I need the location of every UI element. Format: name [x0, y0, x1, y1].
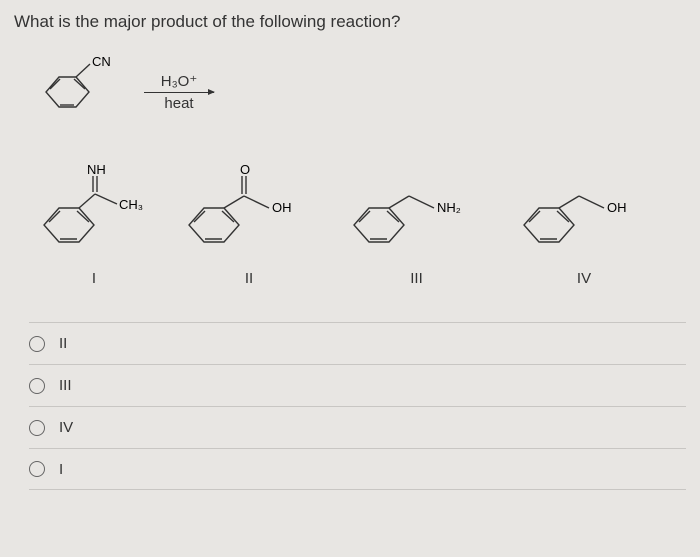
cn-label: CN: [92, 54, 111, 69]
option-row-c[interactable]: IV: [29, 406, 686, 448]
radio-c[interactable]: [29, 420, 45, 436]
radio-d[interactable]: [29, 461, 45, 477]
struct2-oh: OH: [272, 200, 292, 215]
option-label-a: II: [59, 335, 67, 352]
struct2-o: O: [240, 162, 250, 177]
roman-1: I: [92, 270, 96, 287]
struct1-ch3: CH₃: [119, 197, 143, 212]
struct4-oh: OH: [607, 200, 627, 215]
option-label-b: III: [59, 377, 72, 394]
reactant-structure: CN: [34, 52, 124, 132]
answer-options: II III IV I: [29, 322, 686, 490]
structure-4: OH IV: [509, 162, 659, 287]
option-label-c: IV: [59, 419, 73, 436]
struct1-nh: NH: [87, 162, 106, 177]
answer-structures: NH CH₃ I O OH II: [29, 162, 686, 287]
roman-2: II: [245, 270, 253, 287]
reaction-scheme: CN H₃O⁺ heat: [34, 52, 686, 132]
option-row-d[interactable]: I: [29, 448, 686, 490]
roman-3: III: [410, 270, 423, 287]
radio-a[interactable]: [29, 336, 45, 352]
roman-4: IV: [577, 270, 591, 287]
struct3-nh2: NH₂: [437, 200, 461, 215]
option-row-b[interactable]: III: [29, 364, 686, 406]
question-text: What is the major product of the followi…: [14, 12, 686, 32]
arrow-line: [144, 92, 214, 93]
structure-3: NH₂ III: [339, 162, 494, 287]
structure-1: NH CH₃ I: [29, 162, 159, 287]
reagent-top: H₃O⁺: [161, 72, 198, 90]
structure-2: O OH II: [174, 162, 324, 287]
reagent-bottom: heat: [164, 95, 193, 112]
option-row-a[interactable]: II: [29, 322, 686, 364]
option-label-d: I: [59, 461, 63, 478]
reaction-arrow: H₃O⁺ heat: [144, 72, 214, 112]
radio-b[interactable]: [29, 378, 45, 394]
